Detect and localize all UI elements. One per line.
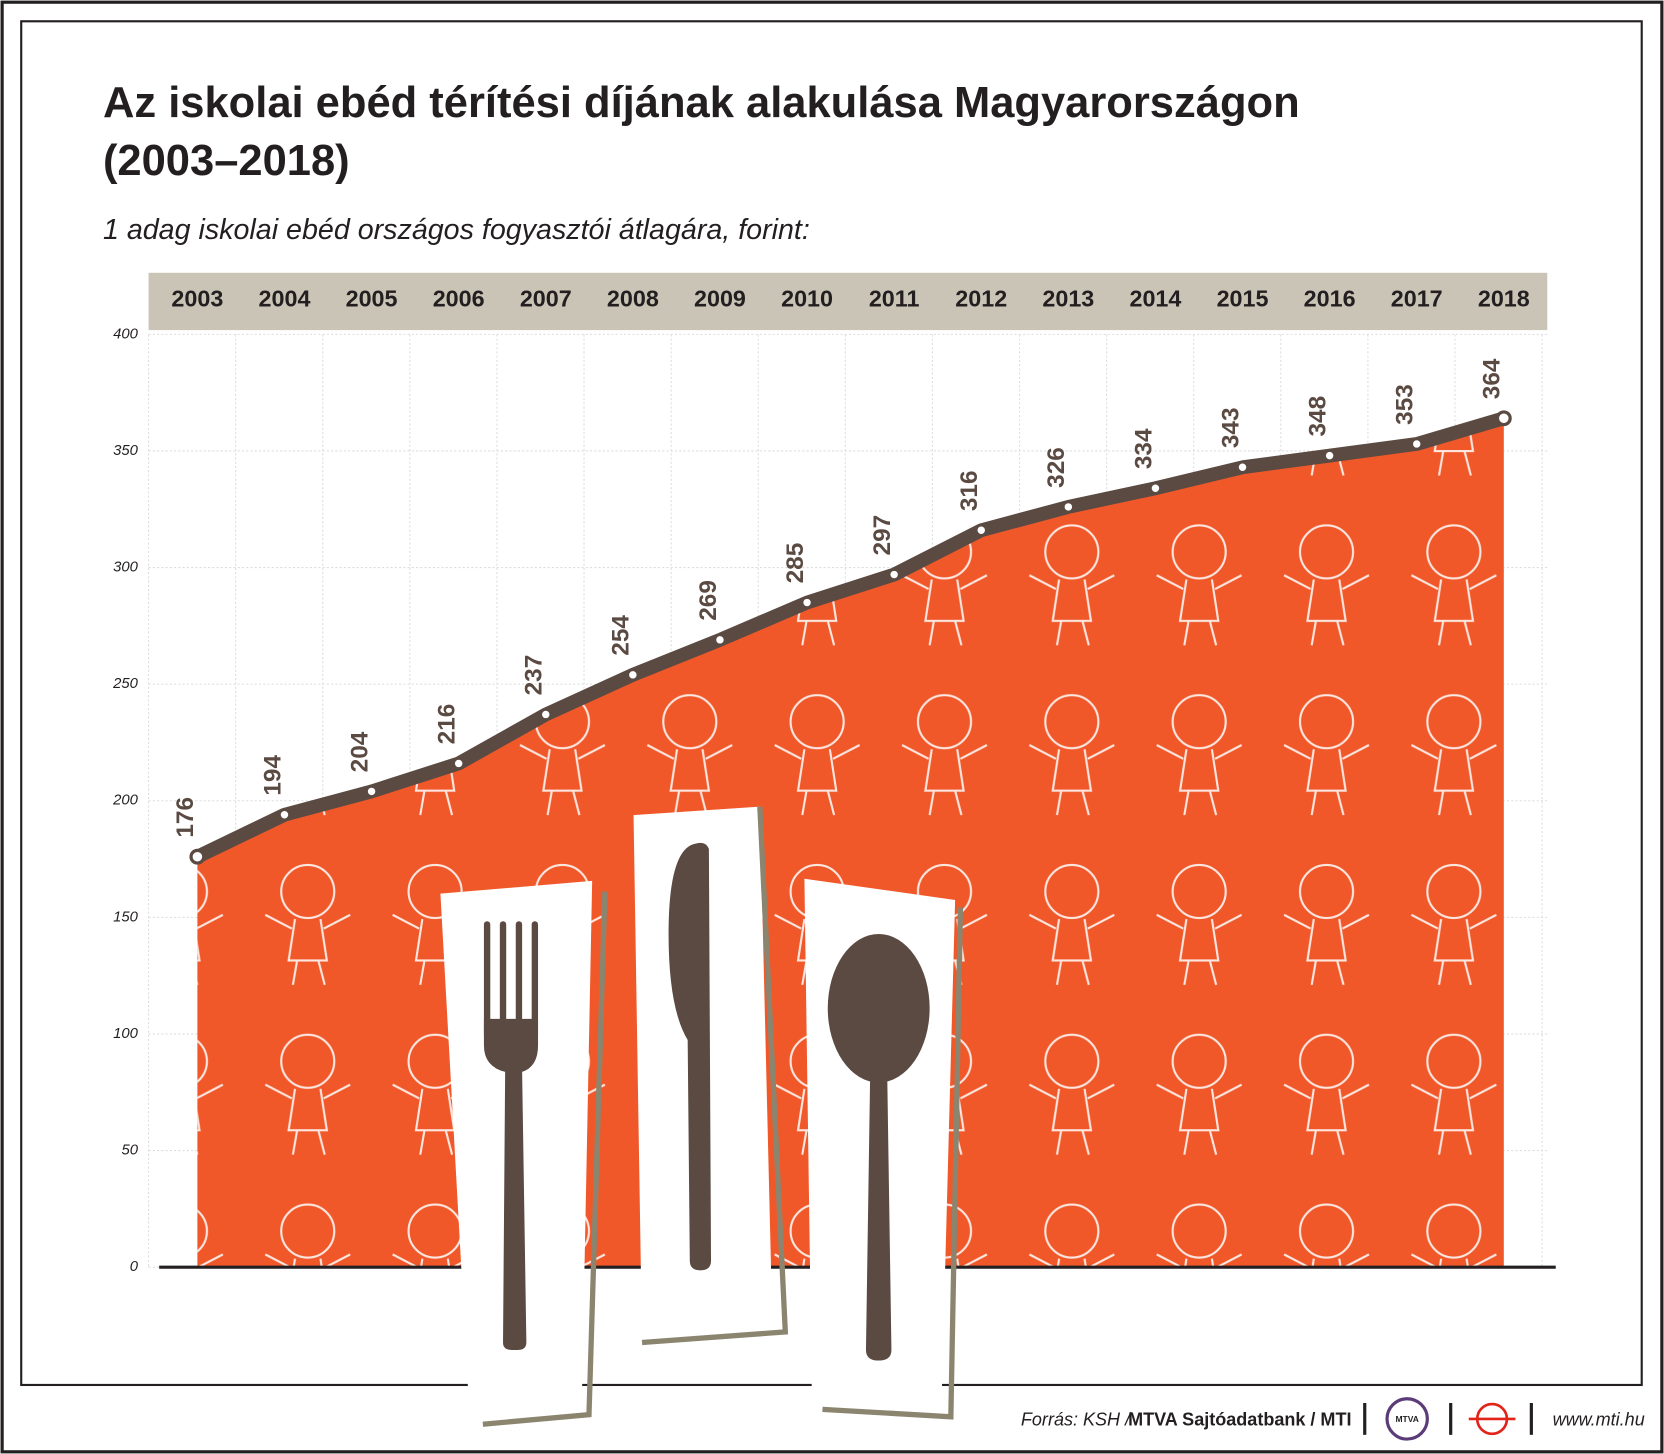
y-tick-label: 400: [113, 326, 139, 342]
value-label: 204: [346, 731, 373, 772]
point: [189, 848, 206, 865]
point: [890, 570, 898, 579]
y-tick-label: 0: [130, 1259, 139, 1275]
point: [1495, 410, 1512, 427]
x-tick-label: 2017: [1391, 286, 1443, 312]
point: [280, 811, 289, 819]
x-tick-label: 2012: [955, 286, 1007, 312]
point: [1412, 440, 1421, 448]
y-tick-label: 150: [113, 909, 139, 925]
value-label: 326: [1043, 447, 1070, 488]
x-tick-label: 2016: [1304, 286, 1356, 312]
value-label: 254: [608, 615, 635, 656]
logo-text: MTVA: [1395, 1414, 1418, 1424]
value-label: 194: [259, 755, 286, 796]
point: [1325, 451, 1334, 460]
source-prefix: Forrás: KSH /: [1021, 1409, 1132, 1429]
value-label: 297: [869, 515, 896, 556]
source-bold: MTVA Sajtóadatbank / MTI: [1128, 1409, 1351, 1429]
x-tick-label: 2009: [694, 286, 746, 312]
chart-subtitle: 1 adag iskolai ebéd országos fogyasztói …: [103, 214, 810, 246]
value-label: 316: [956, 470, 983, 511]
y-tick-label: 350: [113, 443, 139, 459]
x-tick-label: 2006: [433, 286, 485, 312]
x-tick-label: 2010: [781, 286, 833, 312]
point: [803, 598, 811, 607]
point: [977, 526, 985, 534]
x-tick-label: 2008: [607, 286, 659, 312]
chart-title: (2003–2018): [103, 137, 350, 185]
value-label: 364: [1479, 358, 1506, 399]
y-tick-label: 100: [113, 1026, 139, 1042]
value-label: 176: [172, 797, 199, 838]
value-label: 343: [1217, 407, 1244, 448]
cutlery-illustration: [440, 806, 964, 1427]
point: [1151, 484, 1160, 492]
y-tick-label: 50: [121, 1142, 138, 1158]
point: [454, 759, 463, 768]
x-tick-label: 2011: [869, 286, 920, 312]
x-tick-label: 2013: [1042, 286, 1094, 312]
point: [542, 710, 550, 719]
y-tick-label: 200: [112, 793, 139, 809]
website: www.mti.hu: [1553, 1409, 1645, 1429]
x-tick-label: 2005: [346, 286, 398, 312]
value-label: 348: [1304, 396, 1331, 437]
x-tick-label: 2007: [520, 286, 572, 312]
y-tick-label: 250: [112, 676, 139, 692]
point: [1064, 503, 1073, 511]
chart-title: Az iskolai ebéd térítési díjának alakulá…: [103, 79, 1300, 127]
x-tick-label: 2003: [171, 286, 223, 312]
point: [367, 787, 376, 796]
value-label: 237: [521, 655, 548, 696]
x-tick-label: 2004: [259, 286, 311, 312]
x-tick-label: 2014: [1129, 286, 1181, 312]
logo: [1385, 1397, 1429, 1441]
point: [716, 636, 724, 644]
y-tick-label: 300: [113, 559, 139, 575]
x-tick-label: 2015: [1217, 286, 1269, 312]
year-band: [148, 272, 1548, 331]
point: [1238, 463, 1247, 471]
value-label: 334: [1130, 428, 1157, 469]
value-label: 216: [434, 704, 461, 745]
value-label: 285: [782, 543, 809, 584]
x-tick-label: 2018: [1478, 286, 1530, 312]
point: [629, 671, 637, 679]
value-label: 353: [1392, 384, 1419, 425]
line: [194, 411, 1506, 863]
value-label: 269: [695, 580, 722, 621]
